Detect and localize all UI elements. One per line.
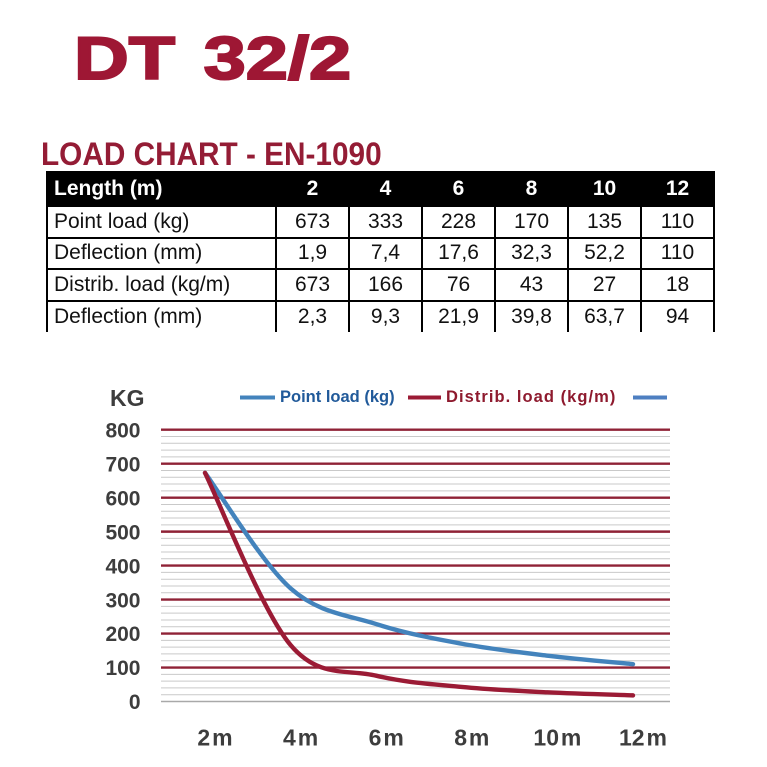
svg-text:500: 500 [105,521,140,544]
svg-text:12 m: 12 m [619,724,667,750]
svg-text:Distrib. load (kg/m): Distrib. load (kg/m) [446,388,616,406]
svg-text:700: 700 [105,453,140,476]
svg-text:0: 0 [129,691,141,714]
svg-text:100: 100 [105,657,140,680]
svg-text:200: 200 [105,623,140,646]
svg-text:8 m: 8 m [454,724,489,750]
svg-text:Point load (kg): Point load (kg) [280,388,395,406]
svg-text:10 m: 10 m [533,724,581,750]
svg-text:300: 300 [105,589,140,612]
svg-text:400: 400 [105,555,140,578]
svg-text:600: 600 [105,487,140,510]
svg-text:800: 800 [105,419,140,442]
svg-text:4 m: 4 m [283,724,318,750]
svg-text:6 m: 6 m [369,724,404,750]
svg-text:KG: KG [110,385,145,411]
svg-text:2 m: 2 m [197,724,232,750]
